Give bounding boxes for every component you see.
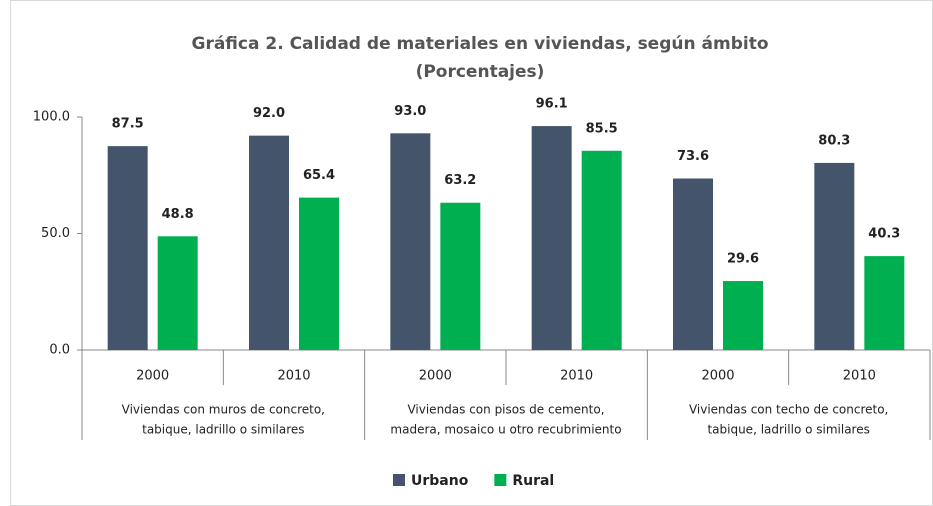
x-tick-label: 2000 [419, 369, 452, 384]
group-label: tabique, ladrillo o similares [707, 423, 869, 437]
bar [390, 133, 431, 350]
bar [581, 150, 622, 350]
data-label: 92.0 [253, 106, 285, 121]
y-tick-label: 50.0 [41, 226, 70, 241]
data-label: 63.2 [444, 173, 476, 188]
data-label: 85.5 [586, 121, 618, 136]
data-label: 93.0 [394, 104, 426, 119]
bar [864, 256, 905, 350]
data-label: 87.5 [112, 117, 144, 132]
chart-subtitle: (Porcentajes) [416, 62, 545, 82]
legend-label: Urbano [411, 473, 469, 489]
y-tick-label: 100.0 [33, 110, 70, 125]
x-tick-label: 2010 [843, 369, 876, 384]
x-tick-label: 2010 [277, 369, 310, 384]
bar [440, 202, 481, 350]
bar [723, 281, 763, 350]
data-label: 73.6 [677, 149, 709, 164]
bar [814, 162, 855, 350]
legend-swatch [393, 474, 405, 486]
bar [249, 135, 289, 350]
bar [107, 146, 148, 350]
bar [531, 126, 572, 350]
group-label: Viviendas con muros de concreto, [122, 403, 325, 417]
data-label: 65.4 [303, 168, 335, 183]
group-label: Viviendas con pisos de cemento, [407, 403, 604, 417]
bar [157, 236, 198, 350]
bar [673, 178, 713, 350]
data-label: 80.3 [818, 133, 850, 148]
x-tick-label: 2000 [136, 369, 169, 384]
data-label: 48.8 [162, 207, 194, 222]
legend-label: Rural [512, 473, 554, 489]
y-tick-label: 0.0 [49, 343, 70, 358]
bar [299, 197, 339, 350]
data-label: 29.6 [727, 252, 759, 267]
x-tick-label: 2010 [560, 369, 593, 384]
x-tick-label: 2000 [701, 369, 734, 384]
legend-swatch [494, 474, 507, 486]
chart-title: Gráfica 2. Calidad de materiales en vivi… [191, 34, 768, 54]
group-label: tabique, ladrillo o similares [142, 423, 304, 437]
group-label: Viviendas con techo de concreto, [689, 403, 888, 417]
group-label: madera, mosaico u otro recubrimiento [390, 423, 621, 437]
data-label: 40.3 [868, 227, 900, 242]
data-label: 96.1 [536, 97, 568, 112]
